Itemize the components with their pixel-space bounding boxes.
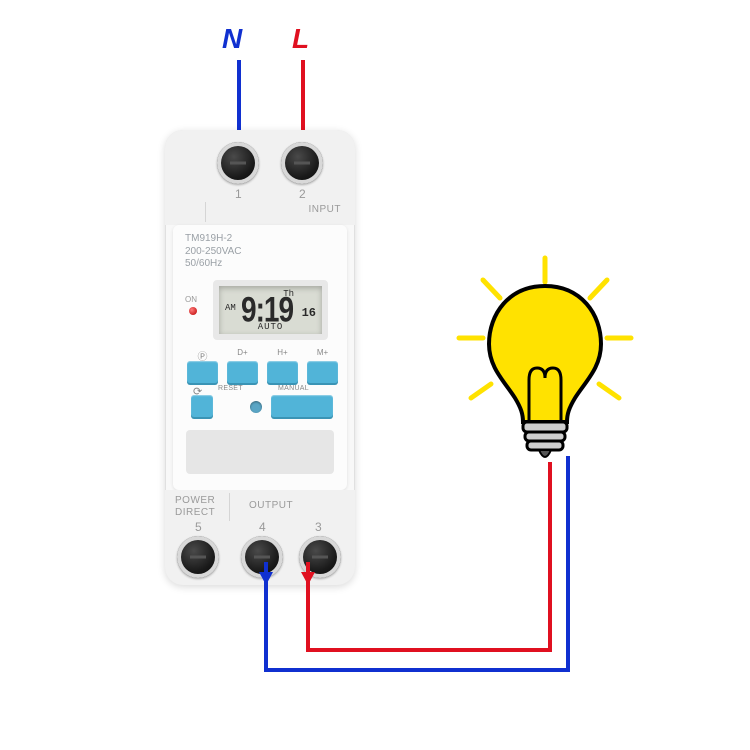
- out-live-arrow-icon: [301, 572, 315, 585]
- out-neutral-arrow-icon: [259, 572, 273, 585]
- wiring-diagram-canvas: N L 1 2 INPUT TM919H-2 200-250VAC 50/60H…: [0, 0, 750, 750]
- output-wires: [0, 0, 750, 750]
